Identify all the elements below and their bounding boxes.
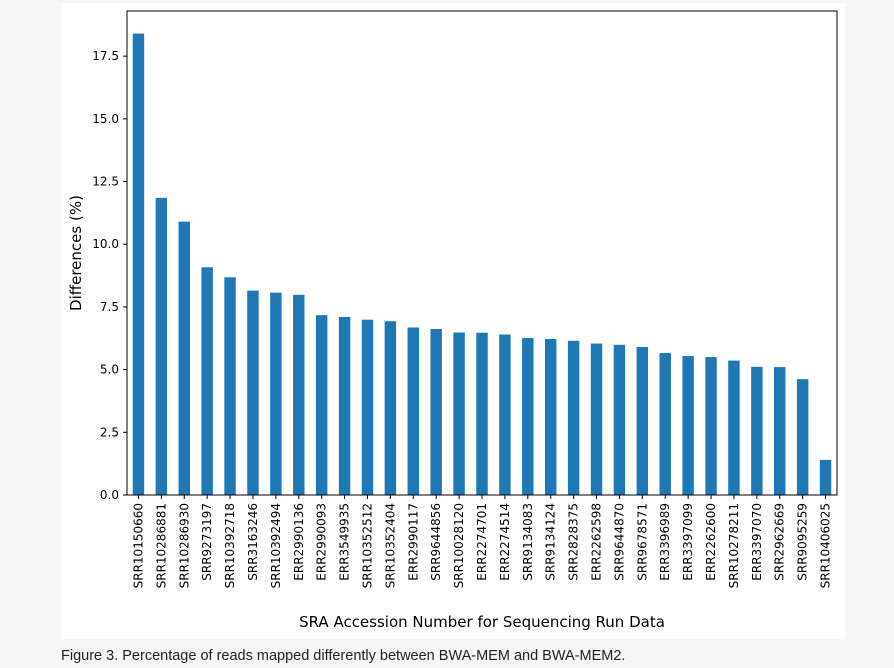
x-tick-label: SRR10392494 — [269, 503, 283, 588]
x-tick-label: SRR10406025 — [819, 503, 833, 588]
bar-SRR10028120 — [453, 332, 465, 495]
x-tick-label: SRR9644870 — [612, 503, 626, 581]
y-tick-label: 7.5 — [100, 300, 119, 314]
bar-SRR3163246 — [247, 290, 259, 495]
x-tick-label: SRR10392718 — [223, 503, 237, 588]
bar-SRR9678571 — [636, 347, 649, 495]
bar-SRR10286930 — [178, 221, 190, 496]
x-tick-label: SRR10278211 — [727, 503, 741, 588]
x-tick-label: ERR2274701 — [475, 503, 489, 581]
x-tick-label: SRR10352512 — [360, 503, 374, 588]
bar-SRR10406025 — [819, 459, 832, 495]
x-tick-label: ERR2262598 — [590, 503, 604, 581]
x-tick-label: ERR2990093 — [315, 503, 329, 581]
x-axis-label: SRA Accession Number for Sequencing Run … — [299, 613, 665, 631]
x-tick-label: ERR2262600 — [704, 503, 718, 581]
x-tick-label: SRR9273197 — [200, 503, 214, 581]
bar-SRR2962669 — [774, 367, 786, 495]
figure-caption: Figure 3. Percentage of reads mapped dif… — [61, 648, 626, 664]
bar-SRR9273197 — [201, 267, 213, 495]
bar-ERR3549935 — [338, 316, 351, 495]
y-tick-label: 0.0 — [100, 488, 119, 502]
y-tick-label: 5.0 — [100, 363, 119, 377]
bar-SRR9134083 — [522, 338, 534, 495]
x-tick-label: ERR2990136 — [292, 503, 306, 581]
bar-SRR10352512 — [361, 319, 374, 495]
x-tick-label: SRR9678571 — [635, 503, 649, 581]
bar-ERR2274514 — [499, 334, 511, 495]
x-tick-label: SRR2828375 — [567, 503, 581, 581]
x-tick-label: SRR10150660 — [131, 503, 145, 588]
x-tick-label: SRR9644856 — [429, 503, 443, 581]
bar-ERR2990093 — [315, 315, 328, 495]
x-tick-label: ERR3397070 — [750, 503, 764, 581]
bar-ERR2262598 — [590, 343, 603, 495]
bar-ERR2262600 — [705, 357, 717, 495]
y-tick-label: 2.5 — [100, 425, 119, 439]
bar-ERR2990136 — [293, 294, 305, 495]
bar-chart: 0.0 2.5 5.0 7.5 10.0 12.5 15.0 17.5 SRR10150660… — [67, 10, 838, 631]
x-tick-label: ERR3397099 — [681, 503, 695, 581]
y-tick-label: 10.0 — [92, 237, 119, 251]
y-axis-label: Differences (%) — [67, 195, 85, 311]
bar-SRR9644856 — [430, 328, 442, 495]
bar-ERR3397070 — [751, 366, 763, 495]
x-tick-label: SRR9095259 — [796, 503, 810, 581]
bar-ERR3396989 — [659, 353, 671, 495]
y-tick-label: 12.5 — [92, 175, 119, 189]
x-tick-label: SRR10352404 — [383, 503, 397, 588]
x-tick-label: ERR3549935 — [338, 503, 352, 581]
y-axis: 0.0 2.5 5.0 7.5 10.0 12.5 15.0 17.5 — [92, 49, 127, 502]
bar-SRR10392494 — [270, 292, 282, 495]
x-tick-label: SRR10028120 — [452, 503, 466, 588]
x-tick-label: SRR9134124 — [544, 503, 558, 581]
bars-group — [132, 33, 832, 496]
y-tick-label: 15.0 — [92, 112, 119, 126]
bar-SRR2828375 — [567, 340, 580, 495]
x-tick-label: SRR10286930 — [177, 503, 191, 588]
bar-SRR10392718 — [224, 277, 236, 495]
x-tick-label: ERR3396989 — [658, 503, 672, 581]
x-tick-label: ERR2274514 — [498, 503, 512, 581]
x-tick-label: SRR10286881 — [154, 503, 168, 588]
bar-SRR10150660 — [132, 33, 145, 495]
bar-SRR9095259 — [796, 379, 809, 495]
figure-panel: 0.0 2.5 5.0 7.5 10.0 12.5 15.0 17.5 SRR10150660… — [61, 3, 845, 639]
x-tick-label: SRR2962669 — [773, 503, 787, 581]
bar-ERR2990117 — [407, 327, 420, 495]
plot-frame — [126, 10, 838, 496]
bar-ERR2274701 — [476, 332, 488, 495]
bar-SRR9644870 — [613, 344, 626, 495]
x-tick-label: SRR3163246 — [246, 503, 260, 581]
bar-SRR9134124 — [544, 339, 557, 495]
y-tick-label: 17.5 — [92, 49, 119, 63]
x-tick-label: SRR9134083 — [521, 503, 535, 581]
bar-SRR10286881 — [155, 197, 168, 495]
x-axis: SRR10150660 SRR10286881 SRR10286930 SRR9273… — [131, 495, 833, 588]
bar-ERR3397099 — [682, 356, 694, 495]
bar-SRR10278211 — [728, 360, 740, 495]
bar-SRR10352404 — [384, 321, 397, 495]
x-tick-label: ERR2990117 — [406, 503, 420, 581]
